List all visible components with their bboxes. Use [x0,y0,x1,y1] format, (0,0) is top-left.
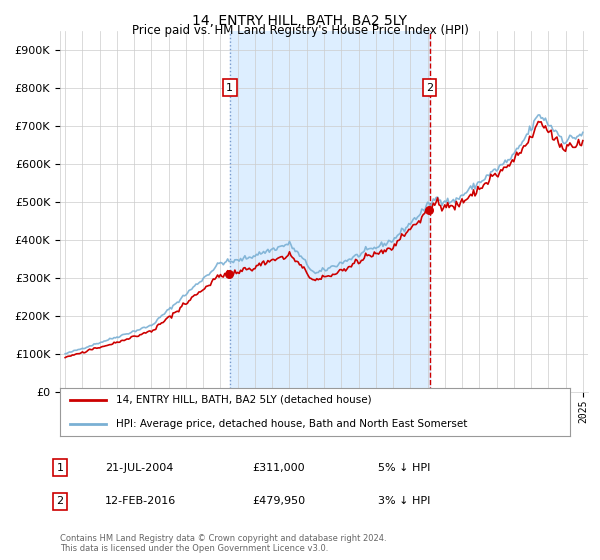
Text: Contains HM Land Registry data © Crown copyright and database right 2024.
This d: Contains HM Land Registry data © Crown c… [60,534,386,553]
Text: £311,000: £311,000 [252,463,305,473]
Text: Price paid vs. HM Land Registry's House Price Index (HPI): Price paid vs. HM Land Registry's House … [131,24,469,37]
Text: HPI: Average price, detached house, Bath and North East Somerset: HPI: Average price, detached house, Bath… [116,419,467,429]
Bar [230,31,430,392]
Text: 14, ENTRY HILL, BATH, BA2 5LY (detached house): 14, ENTRY HILL, BATH, BA2 5LY (detached … [116,395,372,405]
Text: 3% ↓ HPI: 3% ↓ HPI [378,496,430,506]
Text: 5% ↓ HPI: 5% ↓ HPI [378,463,430,473]
Point [424,205,434,214]
Text: 14, ENTRY HILL, BATH, BA2 5LY: 14, ENTRY HILL, BATH, BA2 5LY [193,14,407,28]
Point [224,269,234,278]
Text: 1: 1 [226,83,233,93]
Text: 21-JUL-2004: 21-JUL-2004 [105,463,173,473]
Text: 12-FEB-2016: 12-FEB-2016 [105,496,176,506]
Text: 2: 2 [426,83,433,93]
Text: 1: 1 [56,463,64,473]
Text: £479,950: £479,950 [252,496,305,506]
Text: 2: 2 [56,496,64,506]
